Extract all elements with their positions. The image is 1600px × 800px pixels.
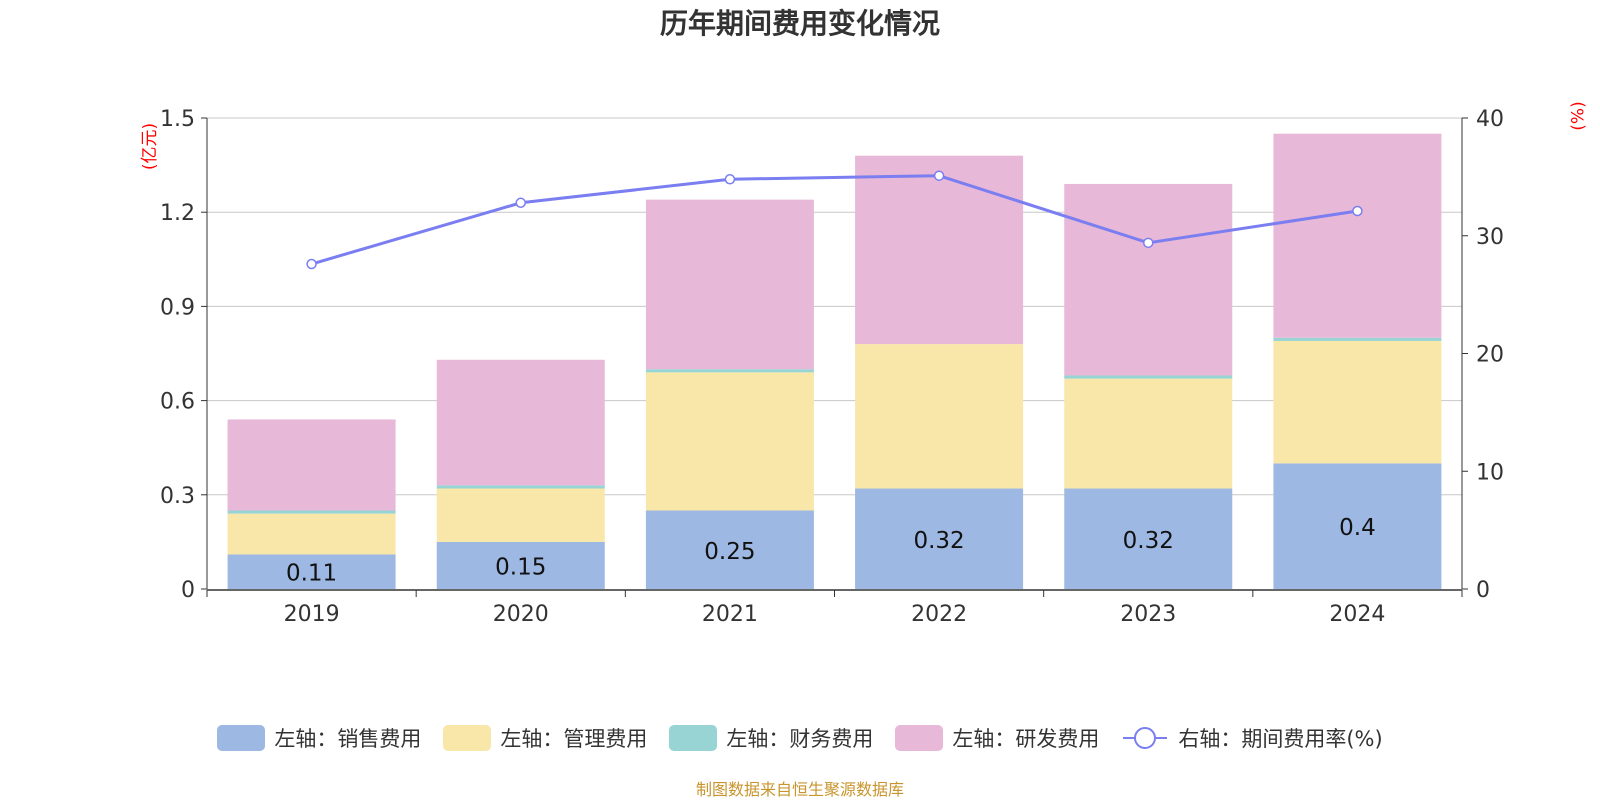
rate-point-2020: [515, 197, 526, 209]
bar-finance-2021: [645, 369, 814, 373]
legend-line-marker-icon: [1123, 727, 1168, 749]
x-tick-label-2023: 2023: [1120, 602, 1176, 627]
left-tick-label: 1.5: [160, 107, 195, 132]
bar-sales-2024: [1273, 463, 1442, 589]
bar-rd-2022: [855, 155, 1024, 345]
legend-item-sales[interactable]: 左轴：销售费用: [217, 723, 421, 753]
legend-label-sales: 左轴：销售费用: [274, 727, 422, 751]
rate-point-2023: [1143, 237, 1154, 249]
data-label-sales-2020: 0.15: [495, 554, 546, 580]
data-label-sales-2024: 0.4: [1339, 515, 1376, 541]
x-tick-label-2019: 2019: [284, 602, 340, 627]
left-tick-label: 1.2: [160, 201, 195, 226]
right-tick-label: 20: [1476, 343, 1504, 368]
legend-label-rate: 右轴：期间费用率(%): [1178, 727, 1383, 751]
source-note: 制图数据来自恒生聚源数据库: [695, 780, 904, 799]
chart-title: 历年期间费用变化情况: [659, 7, 940, 40]
bar-sales-2021: [645, 510, 814, 589]
rate-line: [311, 174, 1358, 266]
right-axis-unit: (%): [1568, 101, 1589, 131]
legend-item-admin[interactable]: 左轴：管理费用: [443, 723, 647, 753]
rate-point-2022: [933, 170, 945, 181]
data-label-sales-2022: 0.32: [913, 528, 964, 554]
legend-item-rate[interactable]: 右轴：期间费用率(%): [1121, 723, 1383, 753]
legend-label-finance: 左轴：财务费用: [726, 727, 874, 751]
bar-admin-2020: [436, 488, 605, 542]
left-tick-label: 0.9: [160, 295, 195, 320]
bar-finance-2020: [436, 485, 605, 489]
rate-point-2019: [306, 258, 317, 270]
bar-admin-2024: [1273, 340, 1442, 464]
bar-sales-2019: [227, 554, 396, 589]
legend-swatch-sales: [217, 725, 266, 751]
rate-point-2021: [724, 173, 736, 185]
bar-rd-2020: [436, 359, 605, 486]
data-label-sales-2023: 0.32: [1123, 528, 1174, 554]
x-tick-label-2024: 2024: [1329, 602, 1385, 627]
left-tick-label: 0.3: [160, 484, 195, 509]
bar-rd-2023: [1064, 183, 1233, 376]
legend-label-admin: 左轴：管理费用: [500, 727, 648, 751]
legend-item-finance[interactable]: 左轴：财务费用: [669, 723, 873, 753]
right-tick-label: 10: [1476, 460, 1504, 485]
right-tick-label: 30: [1476, 225, 1504, 250]
bar-rd-2024: [1273, 133, 1442, 338]
legend-item-rd[interactable]: 左轴：研发费用: [895, 723, 1099, 753]
bar-finance-2023: [1064, 375, 1233, 379]
bar-sales-2022: [855, 488, 1024, 589]
x-tick-label-2022: 2022: [911, 602, 967, 627]
bar-admin-2023: [1064, 378, 1233, 489]
left-axis-unit: (亿元): [140, 122, 161, 171]
bar-sales-2020: [436, 541, 605, 589]
left-tick-label: 0.6: [160, 390, 195, 415]
right-tick-label: 40: [1476, 107, 1504, 132]
x-tick-label-2021: 2021: [702, 602, 758, 627]
legend-swatch-finance: [669, 725, 718, 751]
left-tick-label: 0: [181, 578, 195, 603]
data-label-sales-2019: 0.11: [286, 561, 337, 587]
legend-swatch-rd: [895, 725, 944, 751]
legend-swatch-admin: [443, 725, 492, 751]
rate-point-2024: [1352, 205, 1363, 217]
bar-admin-2022: [855, 344, 1024, 489]
bar-rd-2021: [645, 199, 814, 370]
bar-rd-2019: [227, 419, 396, 511]
legend: 左轴：销售费用 左轴：管理费用 左轴：财务费用 左轴：研发费用 右轴：期间费用率…: [0, 722, 1600, 754]
bar-finance-2019: [227, 510, 396, 514]
bar-admin-2019: [227, 513, 396, 555]
bar-finance-2024: [1273, 337, 1442, 341]
bar-admin-2021: [645, 372, 814, 511]
x-tick-label-2020: 2020: [493, 602, 549, 627]
legend-label-rd: 左轴：研发费用: [952, 727, 1100, 751]
bar-sales-2023: [1064, 488, 1233, 589]
right-tick-label: 0: [1476, 578, 1490, 603]
data-label-sales-2021: 0.25: [704, 539, 755, 565]
